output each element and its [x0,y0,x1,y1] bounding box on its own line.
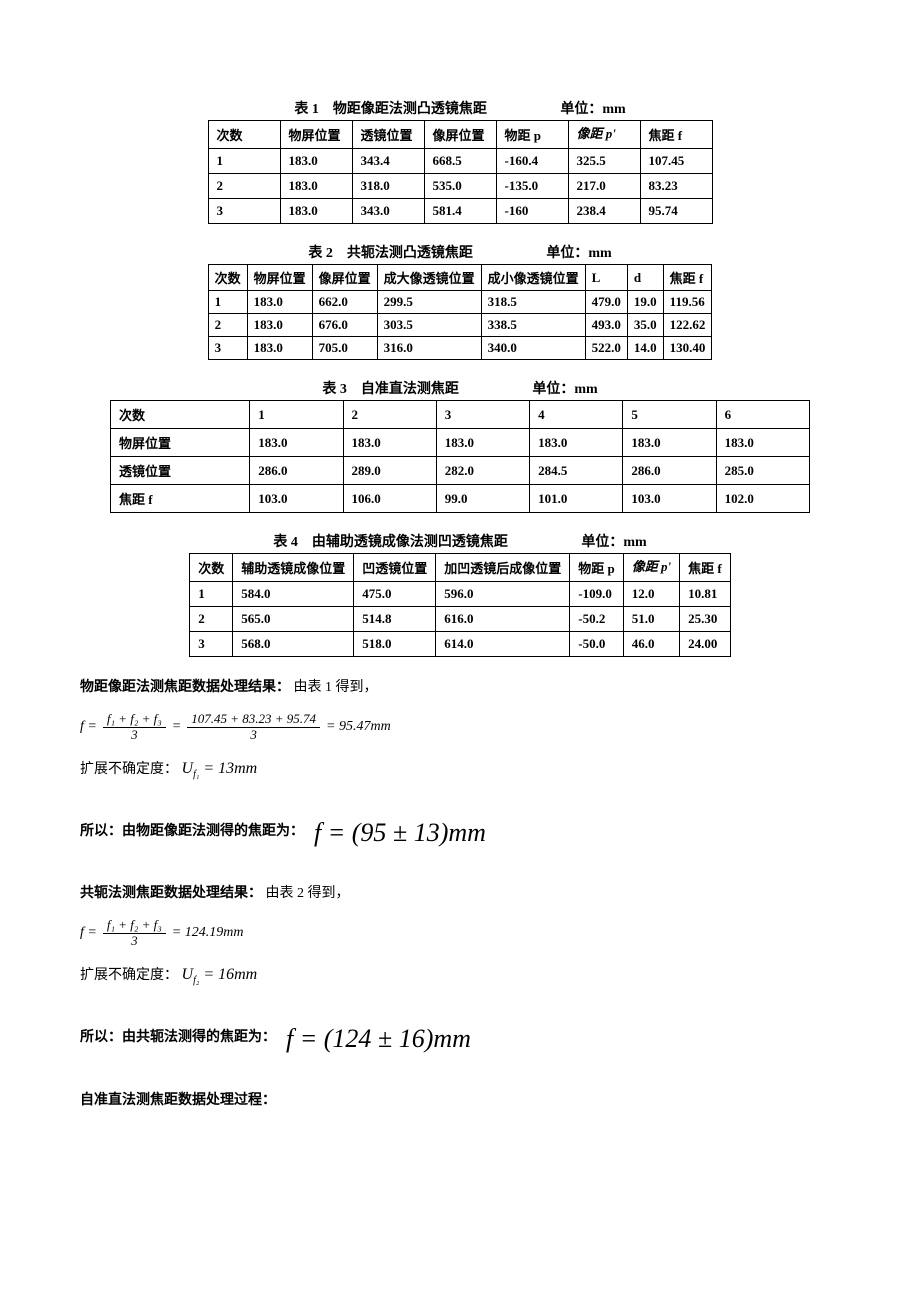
calc3-heading: 自准直法测焦距数据处理过程： [80,1089,840,1109]
table-row: 1183.0343.4668.5-160.4325.5107.45 [208,149,712,174]
table4-unit: 单位：mm [581,535,646,550]
calc2-avg-result: = 124.19mm [172,918,244,949]
calc1-heading: 物距像距法测焦距数据处理结果： [80,680,290,695]
calc2-suffix: 由表 2 得到， [266,886,350,901]
calc1-conclusion-prefix: 所以：由物距像距法测得的焦距为： [80,817,304,848]
th: 焦距 f [640,121,712,149]
table4-title: 表 4 由辅助透镜成像法测凹透镜焦距 单位：mm [80,531,840,551]
table1-title-text: 表 1 物距像距法测凸透镜焦距 [294,102,487,117]
calc2-section: 共轭法测焦距数据处理结果： 由表 2 得到， f = f₁ + f₂ + f₃3… [80,879,840,1067]
table1-unit: 单位：mm [560,102,625,117]
th: 物距 p [496,121,568,149]
table-row: 次数 123456 [111,401,810,429]
table1-title: 表 1 物距像距法测凸透镜焦距 单位：mm [80,98,840,118]
table4-title-text: 表 4 由辅助透镜成像法测凹透镜焦距 [273,535,508,550]
table3-title-text: 表 3 自准直法测焦距 [322,382,459,397]
table-row: 2183.0676.0303.5338.5493.035.0122.62 [208,314,712,337]
calc1-conclusion-formula: f = (95 ± 13)mm [314,804,486,861]
th: 像距 p' [568,121,640,149]
table1: 次数 物屏位置 透镜位置 像屏位置 物距 p 像距 p' 焦距 f 1183.0… [208,120,713,224]
calc2-formula: f = f₁ + f₂ + f₃3 = 124.19mm [80,918,840,949]
table4: 次数 辅助透镜成像位置 凹透镜位置 加凹透镜后成像位置 物距 p 像距 p' 焦… [189,553,731,657]
table-row: 次数 物屏位置 像屏位置 成大像透镜位置 成小像透镜位置 L d 焦距 f [208,265,712,291]
table-row: 3568.0518.0614.0-50.046.024.00 [190,632,731,657]
table3: 次数 123456 物屏位置 183.0183.0183.0183.0183.0… [110,400,810,513]
table-row: 3183.0343.0581.4-160238.495.74 [208,199,712,224]
calc1-suffix: 由表 1 得到， [294,680,378,695]
calc2-conclusion-prefix: 所以：由共轭法测得的焦距为： [80,1023,276,1054]
table3-unit: 单位：mm [532,382,597,397]
table-row: 1183.0662.0299.5318.5479.019.0119.56 [208,291,712,314]
th: 透镜位置 [352,121,424,149]
th: 次数 [208,121,280,149]
th: 物屏位置 [280,121,352,149]
table-row: 2565.0514.8616.0-50.251.025.30 [190,607,731,632]
table-row: 物屏位置 183.0183.0183.0183.0183.0183.0 [111,429,810,457]
table2: 次数 物屏位置 像屏位置 成大像透镜位置 成小像透镜位置 L d 焦距 f 11… [208,264,713,360]
calc2-conclusion-formula: f = (124 ± 16)mm [286,1010,471,1067]
table-row: 次数 辅助透镜成像位置 凹透镜位置 加凹透镜后成像位置 物距 p 像距 p' 焦… [190,554,731,582]
calc1-formula: f = f₁ + f₂ + f₃3 = 107.45 + 83.23 + 95.… [80,712,840,743]
table-row: 焦距 f 103.0106.099.0101.0103.0102.0 [111,485,810,513]
calc1-section: 物距像距法测焦距数据处理结果： 由表 1 得到， f = f₁ + f₂ + f… [80,673,840,861]
th: 像屏位置 [424,121,496,149]
table-row: 次数 物屏位置 透镜位置 像屏位置 物距 p 像距 p' 焦距 f [208,121,712,149]
table2-title-text: 表 2 共轭法测凸透镜焦距 [308,246,473,261]
calc2-heading: 共轭法测焦距数据处理结果： [80,886,262,901]
table3-title: 表 3 自准直法测焦距 单位：mm [80,378,840,398]
table2-title: 表 2 共轭法测凸透镜焦距 单位：mm [80,242,840,262]
table-row: 3183.0705.0316.0340.0522.014.0130.40 [208,337,712,360]
calc2-uncert-label: 扩展不确定度： [80,968,178,983]
table-row: 2183.0318.0535.0-135.0217.083.23 [208,174,712,199]
table-row: 透镜位置 286.0289.0282.0284.5286.0285.0 [111,457,810,485]
table2-unit: 单位：mm [546,246,611,261]
table-row: 1584.0475.0596.0-109.012.010.81 [190,582,731,607]
calc1-uncert-label: 扩展不确定度： [80,762,178,777]
calc1-avg-result: = 95.47mm [326,712,391,743]
